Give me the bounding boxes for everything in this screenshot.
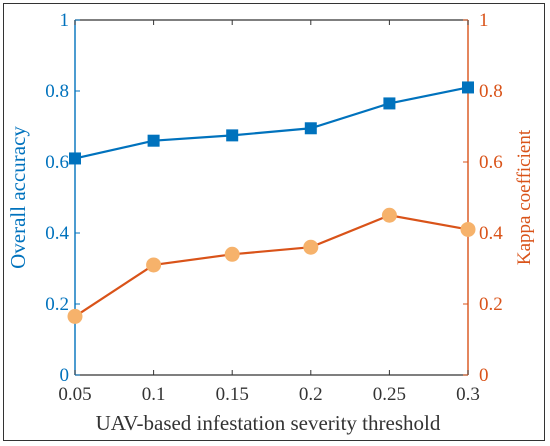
axes-group: 0.05 0.1 0.15 0.2 0.25 0.300.20.40.60.8100.20… <box>45 10 503 405</box>
y-left-tick-label: 0 <box>60 365 70 386</box>
series-1-marker <box>226 129 239 142</box>
y-right-tick-label: 0.6 <box>479 152 503 173</box>
series-group <box>67 81 476 324</box>
y-axis-right-label: Kappa coefficient <box>514 129 535 265</box>
x-tick-label: 0.05 <box>58 384 91 405</box>
y-right-tick-label: 0 <box>479 365 489 386</box>
series-2-marker <box>303 239 319 255</box>
series-2-marker <box>224 246 240 262</box>
x-tick-label: 0.25 <box>373 384 406 405</box>
labels-group: UAV-based infestation severity threshold… <box>6 126 535 435</box>
y-left-tick-label: 0.6 <box>45 152 69 173</box>
series-1-marker <box>69 152 81 165</box>
y-right-tick-label: 0.2 <box>479 294 503 315</box>
y-left-tick-label: 1 <box>60 10 70 31</box>
figure-border <box>3 3 545 441</box>
y-right-tick-label: 0.4 <box>479 223 503 244</box>
series-1-marker <box>383 97 396 110</box>
y-left-tick-label: 0.4 <box>45 223 69 244</box>
series-2-marker <box>381 207 397 223</box>
series-2-marker <box>146 257 162 273</box>
x-tick-label: 0.3 <box>456 384 480 405</box>
series-2-marker <box>460 221 476 237</box>
y-right-tick-label: 1 <box>479 10 489 31</box>
y-left-tick-label: 0.2 <box>45 294 69 315</box>
series-1-line <box>74 86 469 160</box>
series-1-marker <box>304 122 317 135</box>
x-tick-label: 0.2 <box>299 384 323 405</box>
x-axis-label: UAV-based infestation severity threshold <box>96 411 441 435</box>
series-2-line <box>74 214 469 318</box>
x-tick-label: 0.1 <box>142 384 166 405</box>
x-tick-label: 0.15 <box>216 384 249 405</box>
series-1-marker <box>147 134 160 147</box>
y-axis-left-label: Overall accuracy <box>6 126 30 269</box>
y-right-tick-label: 0.8 <box>479 81 503 102</box>
series-1-marker <box>462 81 474 94</box>
y-left-tick-label: 0.8 <box>45 81 69 102</box>
series-2-marker <box>67 308 83 324</box>
